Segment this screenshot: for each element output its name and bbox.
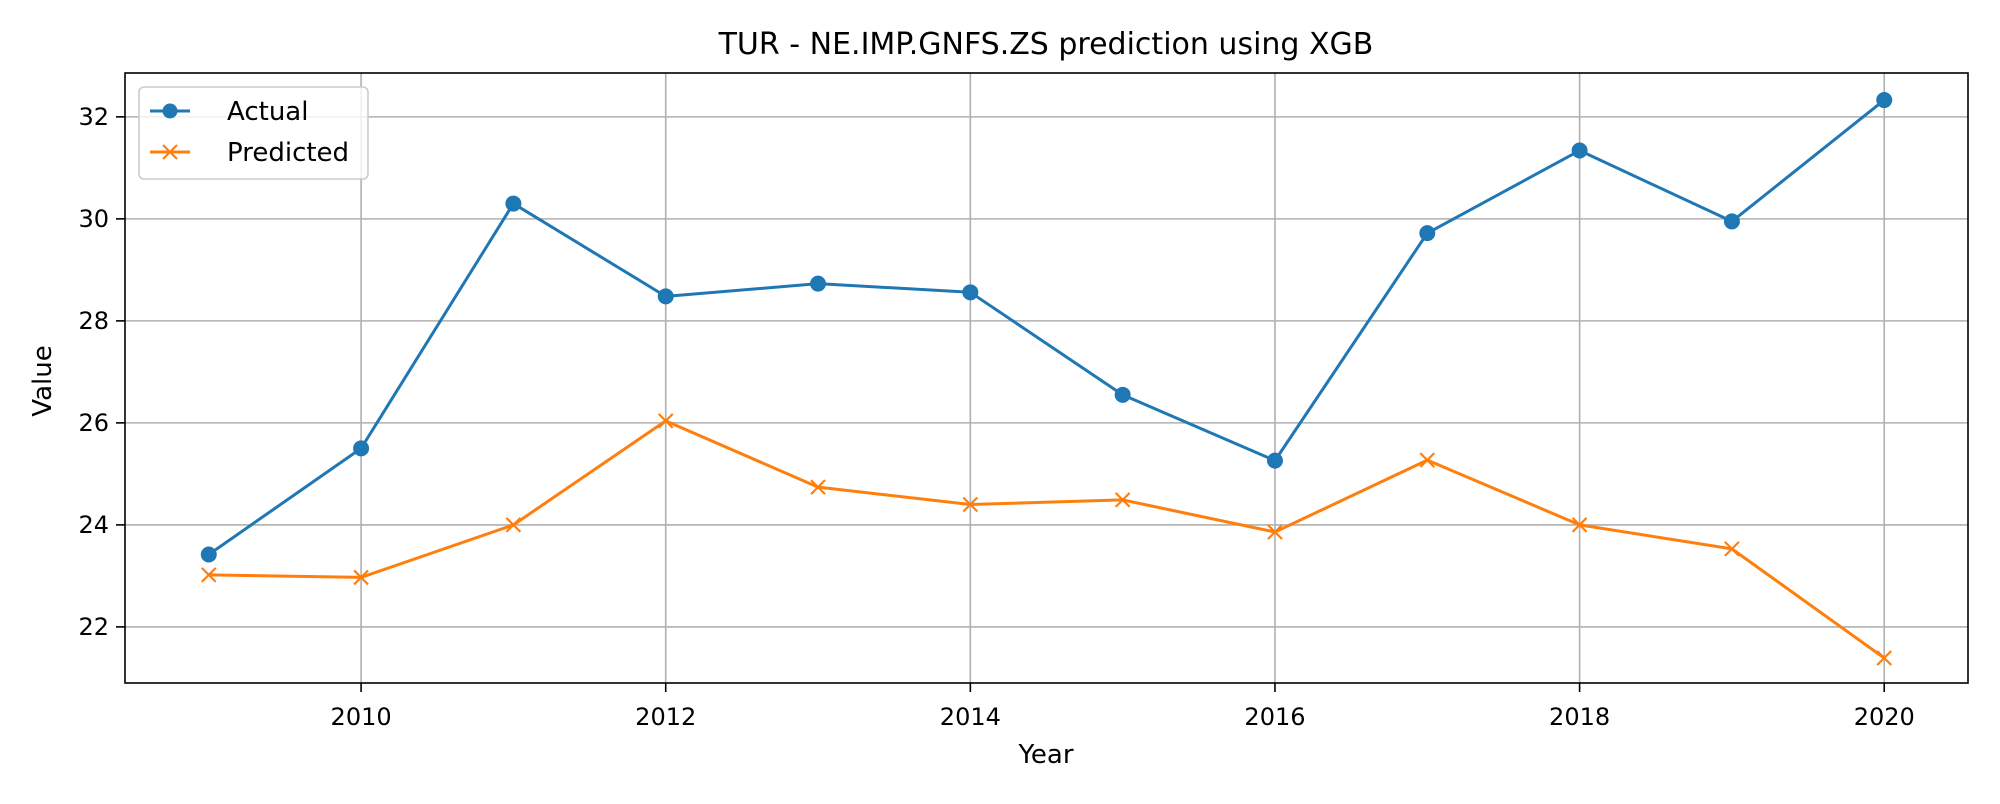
series-layer [200,92,1893,666]
data-point-predicted [1571,517,1588,533]
data-point-actual [1266,452,1283,469]
y-tick-label: 26 [78,409,109,437]
series-line-predicted [208,419,1886,660]
legend: Actual Predicted [138,86,369,180]
series-line-actual [207,98,1886,556]
data-point-predicted [200,567,217,583]
axis-ticks: 2010 2012 2014 2016 2018 2020 22 24 26 28 30 32 [78,103,1914,731]
x-axis-label: Year [1017,740,1073,770]
data-point-actual [657,288,674,305]
chart-title: TUR - NE.IMP.GNFS.ZS prediction using XG… [718,27,1374,62]
y-tick-label: 28 [78,307,109,335]
data-point-actual [1114,386,1131,403]
x-tick-label: 2018 [1549,703,1610,731]
data-point-actual [1876,92,1893,109]
data-point-actual [1571,142,1588,159]
data-point-predicted [1724,541,1740,557]
y-tick-label: 22 [78,613,109,641]
data-point-predicted [657,413,674,429]
data-point-predicted [353,569,369,586]
data-point-actual [810,275,827,292]
data-point-actual [353,440,370,457]
grid-lines [125,73,1968,683]
x-tick-label: 2012 [635,703,696,731]
x-tick-label: 2014 [940,703,1001,731]
legend-box [138,86,369,180]
data-point-predicted [1419,452,1436,468]
data-point-predicted [962,496,979,513]
y-axis-label: Value [28,345,58,416]
data-point-actual [1723,213,1740,230]
data-point-predicted [505,517,522,533]
x-tick-label: 2020 [1854,703,1915,731]
x-tick-label: 2010 [331,703,392,731]
x-tick-label: 2016 [1244,703,1305,731]
data-point-predicted [1876,650,1893,666]
data-point-predicted [1114,492,1131,508]
data-point-actual [505,195,522,212]
legend-marker-predicted [162,144,178,160]
data-point-actual [200,546,217,563]
plot-frame [124,72,1969,684]
data-point-predicted [810,479,826,495]
y-tick-label: 32 [78,103,109,131]
data-point-actual [1419,225,1436,242]
legend-label-predicted: Predicted [227,138,349,168]
legend-marker-actual [162,103,178,119]
data-point-actual [962,284,979,301]
y-tick-label: 30 [78,205,109,233]
legend-label-actual: Actual [227,97,308,127]
y-tick-label: 24 [78,511,109,539]
data-point-predicted [1267,524,1283,540]
